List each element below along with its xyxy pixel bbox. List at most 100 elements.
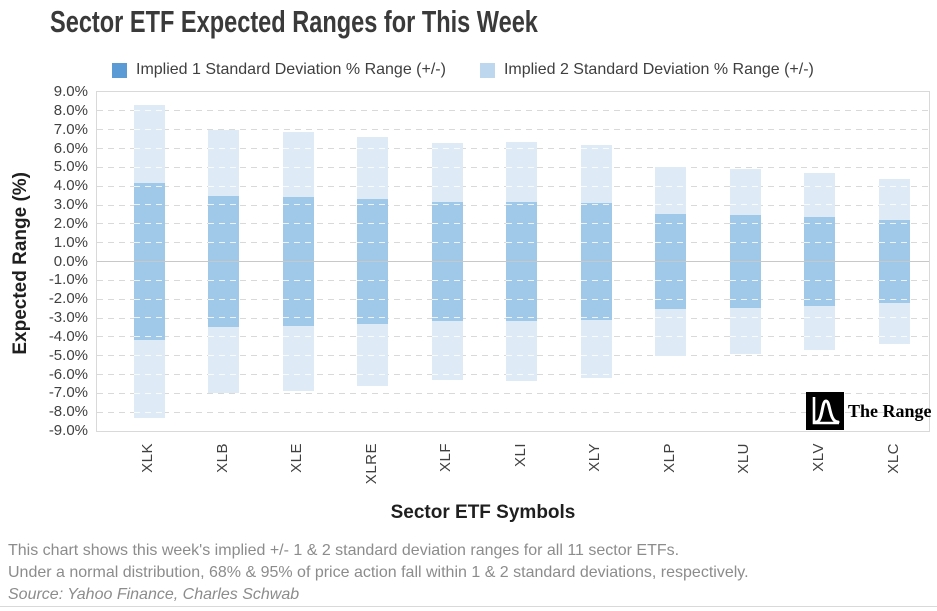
bar-gridline-dash [729, 317, 761, 319]
bar-gridline-dash [580, 355, 612, 357]
bar-gridline-dash [357, 317, 389, 319]
y-tick-8.0%: 8.0% [53, 101, 88, 119]
bar-gridline-dash [208, 204, 240, 206]
bar-gridline-dash [208, 355, 240, 357]
y-tick-5.0%: 5.0% [53, 158, 88, 176]
x-tick-XLC: XLC [884, 443, 902, 474]
bar-gridline-dash [133, 185, 165, 187]
legend-swatch-1sd-icon [112, 62, 127, 78]
y-tick--3.0%: -3.0% [48, 309, 88, 326]
bar-gridline-dash [357, 279, 389, 281]
bar-gridline-dash [580, 204, 612, 206]
bar-gridline-dash [133, 204, 165, 206]
bar-gridline-dash [580, 147, 612, 149]
bar-gridline-dash [208, 317, 240, 319]
bar-gridline-dash [804, 298, 836, 300]
bar-gridline-dash [282, 147, 314, 149]
y-tick--2.0%: -2.0% [48, 290, 88, 308]
bar-gridline-dash [580, 298, 612, 300]
bar-gridline-dash [208, 373, 240, 375]
x-tick-XLB: XLB [213, 443, 231, 473]
bar-gridline-dash [357, 166, 389, 168]
bar-gridline-dash [580, 223, 612, 225]
bar-gridline-dash [133, 129, 165, 131]
bar-gridline-dash [580, 317, 612, 319]
legend-item-1sd: Implied 1 Standard Deviation % Range (+/… [112, 61, 446, 79]
bar-gridline-dash [282, 317, 314, 319]
y-tick-7.0%: 7.0% [53, 120, 88, 138]
bar-gridline-dash [431, 317, 463, 319]
bar-gridline-dash [879, 279, 910, 281]
bar-gridline-dash [655, 298, 687, 300]
chart-title: Sector ETF Expected Ranges for This Week [50, 4, 538, 39]
bar-gridline-dash [655, 204, 687, 206]
bar-gridline-dash [879, 204, 910, 206]
bar-gridline-dash [357, 355, 389, 357]
bar-gridline-dash [282, 185, 314, 187]
bar-gridline-dash [282, 166, 314, 168]
bar-gridline-dash [655, 317, 687, 319]
y-tick-0.0%: 0.0% [53, 252, 88, 270]
bar-gridline-dash [655, 223, 687, 225]
y-tick--8.0%: -8.0% [48, 403, 88, 421]
logo-text: The Range [848, 400, 932, 421]
x-tick-XLU: XLU [735, 443, 753, 474]
bar-gridline-dash [804, 242, 836, 244]
zero-gridline [97, 261, 929, 262]
x-tick-XLV: XLV [809, 443, 827, 472]
bar-gridline-dash [580, 242, 612, 244]
bar-gridline-dash [282, 279, 314, 281]
bell-curve-icon [806, 392, 844, 430]
bar-gridline-dash [580, 373, 612, 375]
bar-gridline-dash [506, 147, 538, 149]
bar-gridline-dash [133, 298, 165, 300]
x-tick-XLE: XLE [288, 443, 306, 473]
bar-gridline-dash [357, 204, 389, 206]
bar-gridline-dash [431, 223, 463, 225]
bar-gridline-dash [431, 373, 463, 375]
bar-gridline-dash [357, 336, 389, 338]
bar-gridline-dash [879, 242, 910, 244]
bar-gridline-dash [431, 355, 463, 357]
footer-source-line: Source: Yahoo Finance, Charles Schwab [8, 586, 300, 603]
bar-gridline-dash [729, 336, 761, 338]
bar-gridline-dash [282, 298, 314, 300]
bar-gridline-dash [580, 166, 612, 168]
bar-gridline-dash [282, 242, 314, 244]
bar-gridline-dash [431, 147, 463, 149]
y-tick-2.0%: 2.0% [53, 214, 88, 232]
bar-gridline-dash [431, 298, 463, 300]
y-tick--5.0%: -5.0% [48, 346, 88, 364]
x-tick-XLF: XLF [437, 443, 455, 473]
bar-gridline-dash [133, 392, 165, 394]
legend-item-2sd: Implied 2 Standard Deviation % Range (+/… [479, 61, 814, 79]
bar-gridline-dash [208, 185, 240, 187]
gridline--8pct [97, 411, 929, 413]
footer-line-2: Under a normal distribution, 68% & 95% o… [8, 564, 749, 581]
legend: Implied 1 Standard Deviation % Range (+/… [112, 61, 814, 79]
bar-gridline-dash [580, 336, 612, 338]
bar-gridline-dash [282, 223, 314, 225]
bar-gridline-dash [133, 110, 165, 112]
bar-gridline-dash [208, 147, 240, 149]
bar-gridline-dash [729, 223, 761, 225]
bar-gridline-dash [133, 242, 165, 244]
legend-label-1sd: Implied 1 Standard Deviation % Range (+/… [136, 61, 446, 78]
y-tick--4.0%: -4.0% [48, 327, 88, 345]
bar-gridline-dash [804, 317, 836, 319]
bar-gridline-dash [879, 336, 910, 338]
x-axis-title: Sector ETF Symbols [390, 502, 576, 523]
bar-gridline-dash [133, 336, 165, 338]
bar-gridline-dash [282, 373, 314, 375]
bar-gridline-dash [208, 223, 240, 225]
bar-gridline-dash [282, 336, 314, 338]
footer-line-1: This chart shows this week's implied +/-… [8, 542, 680, 559]
bar-gridline-dash [357, 223, 389, 225]
x-tick-XLK: XLK [139, 443, 156, 473]
bar-gridline-dash [729, 279, 761, 281]
bar-gridline-dash [729, 298, 761, 300]
gridline-8pct [97, 110, 929, 112]
bar-gridline-dash [357, 242, 389, 244]
bar-gridline-dash [208, 336, 240, 338]
bar-gridline-dash [879, 223, 910, 225]
